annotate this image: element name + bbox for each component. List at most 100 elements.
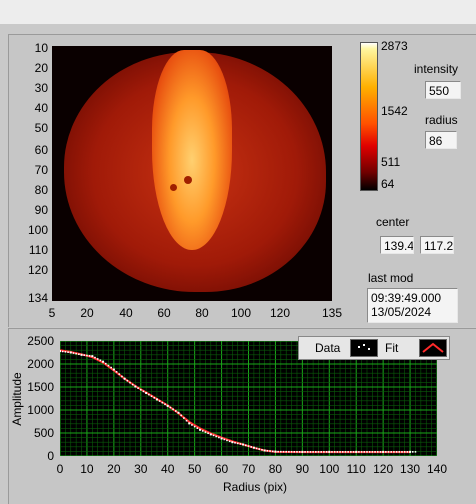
data-point	[266, 449, 269, 452]
data-point	[344, 451, 347, 453]
image-y-tick: 100	[27, 223, 48, 237]
data-point	[64, 351, 67, 353]
data-point	[317, 451, 320, 453]
data-point	[199, 428, 201, 431]
profile-x-tick: 130	[400, 462, 421, 476]
profile-x-tick: 140	[426, 462, 448, 476]
image-y-tick: 60	[34, 143, 48, 157]
last-mod-indicator: 09:39:49.000 13/05/2024	[367, 288, 458, 323]
profile-x-tick: 30	[134, 462, 148, 476]
data-point	[121, 375, 123, 378]
data-point	[61, 350, 64, 353]
data-point	[398, 451, 401, 453]
intensity-image[interactable]	[52, 46, 332, 301]
data-point	[376, 451, 379, 453]
image-y-tick: 50	[34, 121, 48, 135]
data-point	[172, 408, 174, 411]
data-point	[368, 451, 371, 453]
data-point	[255, 447, 258, 450]
data-point	[352, 451, 355, 453]
data-point	[139, 388, 142, 391]
data-point	[374, 451, 376, 453]
image-x-tick: 5	[48, 306, 56, 320]
profile-y-tick: 2000	[27, 357, 54, 371]
data-point	[150, 395, 153, 397]
image-y-tick: 20	[34, 61, 48, 75]
image-y-tick: 90	[34, 203, 48, 217]
data-point	[201, 430, 204, 432]
profile-y-tick: 2500	[27, 334, 54, 348]
data-point	[239, 443, 242, 445]
data-point	[331, 451, 333, 453]
image-y-tick: 10	[34, 41, 48, 55]
data-point	[366, 451, 368, 453]
data-point	[347, 451, 349, 453]
data-point	[145, 392, 147, 394]
data-point	[220, 437, 223, 440]
data-point	[263, 449, 266, 452]
data-point	[99, 359, 102, 362]
image-x-tick: 20	[80, 306, 94, 320]
data-point	[134, 385, 137, 388]
data-point	[96, 358, 99, 360]
profile-x-tick: 10	[80, 462, 94, 476]
data-point	[137, 387, 139, 389]
x-axis-title: Radius (pix)	[222, 480, 288, 494]
radius-label: radius	[425, 113, 458, 127]
colorbar-label-mid: 1542	[381, 104, 408, 118]
window-top-bar	[0, 0, 476, 24]
data-point	[274, 450, 277, 453]
data-point	[358, 451, 360, 453]
profile-y-tick: 1500	[27, 380, 54, 394]
profile-y-tick: 0	[47, 449, 54, 463]
data-point	[379, 451, 382, 453]
data-point	[180, 414, 182, 417]
data-point	[328, 451, 331, 453]
data-point	[94, 356, 96, 359]
profile-x-tick: 90	[295, 462, 310, 476]
data-point	[177, 411, 180, 414]
data-point	[207, 432, 209, 435]
data-point	[298, 451, 301, 453]
data-point	[115, 371, 118, 373]
data-point	[253, 446, 255, 449]
data-point	[393, 451, 395, 453]
data-point	[188, 422, 191, 425]
data-point	[88, 355, 91, 357]
data-point	[113, 368, 115, 371]
data-point	[406, 451, 409, 453]
last-mod-time: 09:39:49.000	[371, 291, 442, 305]
data-point	[247, 445, 250, 447]
data-point	[183, 417, 185, 419]
data-point	[174, 410, 177, 412]
data-point	[204, 431, 207, 433]
last-mod-label: last mod	[368, 271, 414, 285]
data-point	[69, 351, 72, 354]
data-point	[282, 450, 285, 453]
data-point	[142, 390, 145, 393]
data-point	[118, 373, 121, 375]
data-point	[293, 450, 296, 453]
profile-x-tick: 110	[346, 462, 366, 476]
data-point	[158, 400, 161, 402]
data-point	[156, 398, 158, 401]
y-axis-title: Amplitude	[10, 372, 24, 426]
data-point	[107, 364, 110, 367]
last-mod-date: 13/05/2024	[371, 305, 432, 319]
profile-x-tick: 50	[187, 462, 202, 476]
data-point	[242, 443, 244, 446]
image-y-tick: 134	[27, 291, 48, 305]
data-point	[161, 401, 164, 404]
profile-x-tick: 20	[107, 462, 121, 476]
data-point	[169, 406, 172, 409]
data-point	[306, 451, 309, 453]
profile-x-tick: 0	[56, 462, 64, 476]
data-point	[304, 451, 306, 453]
data-point	[385, 451, 387, 453]
profile-x-tick: 40	[161, 462, 175, 476]
data-point	[296, 451, 298, 453]
legend-data-label: Data	[315, 341, 341, 355]
data-point	[285, 450, 287, 453]
data-point	[387, 451, 390, 453]
data-point	[250, 446, 252, 448]
